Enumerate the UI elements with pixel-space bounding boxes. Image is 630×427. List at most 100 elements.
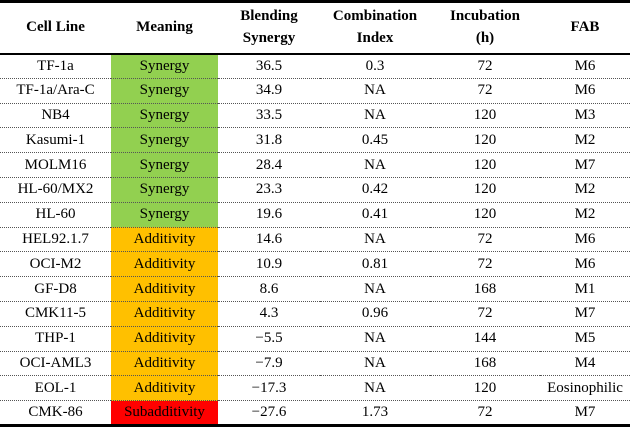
- combination-index-value: NA: [320, 375, 430, 402]
- header-label: Cell Line: [26, 18, 85, 35]
- table-row: TF-1a/Ara-C Synergy 34.9 NA 72 M6: [0, 78, 630, 104]
- fab-value: M4: [540, 351, 630, 377]
- header-label-line2: (h): [475, 29, 495, 46]
- header-label-line1: Incubation: [449, 8, 521, 24]
- cell-line-value: CMK11-5: [0, 301, 111, 327]
- table-row: OCI-AML3 Additivity −7.9 NA 168 M4: [0, 351, 630, 377]
- fab-value: Eosinophilic: [540, 375, 630, 402]
- combination-index-value: 0.96: [320, 301, 430, 327]
- cell-line-value: EOL-1: [0, 375, 111, 402]
- meaning-badge: Synergy: [111, 202, 218, 228]
- blending-synergy-value: −17.3: [218, 375, 320, 402]
- fab-value: M7: [540, 152, 630, 178]
- header-row: Cell Line Meaning Blending Synergy Combi…: [0, 1, 630, 55]
- incubation-value: 72: [477, 404, 493, 421]
- blending-synergy-value: 23.3: [218, 177, 320, 203]
- table-row: TF-1a Synergy 36.5 0.3 72 M6: [0, 53, 630, 79]
- combination-index-value: 1.73: [361, 404, 389, 421]
- blending-synergy-value: 10.9: [218, 251, 320, 278]
- header-label-line2: Index: [356, 29, 394, 46]
- fab-value: M2: [540, 177, 630, 203]
- blending-synergy-value: 28.4: [218, 152, 320, 178]
- col-header-fab: FAB: [540, 1, 630, 55]
- header-label: FAB: [570, 18, 600, 35]
- cell-line-value: THP-1: [0, 326, 111, 352]
- meaning-badge: Synergy: [111, 53, 218, 79]
- table-row: GF-D8 Additivity 8.6 NA 168 M1: [0, 276, 630, 302]
- incubation-value: 72: [430, 53, 540, 79]
- blending-synergy-value: 8.6: [218, 276, 320, 302]
- incubation-value: 72: [430, 227, 540, 253]
- meaning-badge: Synergy: [111, 127, 218, 154]
- incubation-value: 120: [430, 375, 540, 402]
- cell-line-value: TF-1a: [0, 53, 111, 79]
- fab-value: M7: [574, 404, 596, 421]
- combination-index-value: NA: [320, 227, 430, 253]
- blending-synergy-value: 19.6: [218, 202, 320, 228]
- incubation-value: 120: [430, 127, 540, 154]
- combination-index-value: 0.41: [320, 202, 430, 228]
- meaning-badge: Additivity: [111, 375, 218, 402]
- incubation-value: 72: [430, 301, 540, 327]
- blending-synergy-value: 34.9: [218, 78, 320, 104]
- cell-line-value: MOLM16: [0, 152, 111, 178]
- table-row: MOLM16 Synergy 28.4 NA 120 M7: [0, 152, 630, 178]
- incubation-value: 168: [430, 276, 540, 302]
- header-label: Meaning: [136, 18, 193, 35]
- meaning-badge: Subadditivity: [111, 400, 218, 426]
- cell-line-value: HEL92.1.7: [0, 227, 111, 253]
- combination-index-value: NA: [320, 152, 430, 178]
- col-header-blending-synergy: Blending Synergy: [218, 1, 320, 55]
- cell-line-value: CMK-86: [28, 404, 83, 421]
- fab-value: M5: [540, 326, 630, 352]
- cell-line-value: GF-D8: [0, 276, 111, 302]
- meaning-badge: Additivity: [111, 301, 218, 327]
- combination-index-value: NA: [320, 78, 430, 104]
- col-header-combination-index: Combination Index: [320, 1, 430, 55]
- table-row: HL-60 Synergy 19.6 0.41 120 M2: [0, 202, 630, 228]
- incubation-value: 144: [430, 326, 540, 352]
- fab-value: M6: [540, 251, 630, 278]
- meaning-badge: Synergy: [111, 152, 218, 178]
- blending-synergy-value: 36.5: [218, 53, 320, 79]
- fab-value: M1: [540, 276, 630, 302]
- meaning-badge: Synergy: [111, 103, 218, 129]
- meaning-badge: Additivity: [111, 251, 218, 278]
- meaning-badge: Additivity: [111, 227, 218, 253]
- table-row: CMK-86 Subadditivity −27.6 1.73 72 M7: [0, 400, 630, 426]
- combination-index-value: NA: [320, 276, 430, 302]
- incubation-value: 168: [430, 351, 540, 377]
- combination-index-value: NA: [320, 351, 430, 377]
- combination-index-value: 0.45: [320, 127, 430, 154]
- table-row: EOL-1 Additivity −17.3 NA 120 Eosinophilic: [0, 375, 630, 402]
- blending-synergy-value: 31.8: [218, 127, 320, 154]
- table-row: HEL92.1.7 Additivity 14.6 NA 72 M6: [0, 227, 630, 253]
- blending-synergy-value: −7.9: [218, 351, 320, 377]
- table-row: Kasumi-1 Synergy 31.8 0.45 120 M2: [0, 127, 630, 154]
- fab-value: M2: [540, 202, 630, 228]
- header-label-line1: Combination: [332, 8, 418, 24]
- fab-value: M6: [540, 53, 630, 79]
- incubation-value: 120: [430, 152, 540, 178]
- incubation-value: 72: [430, 251, 540, 278]
- blending-synergy-value: 33.5: [218, 103, 320, 129]
- meaning-badge: Synergy: [111, 177, 218, 203]
- blending-synergy-value: −5.5: [218, 326, 320, 352]
- fab-value: M2: [540, 127, 630, 154]
- table-row: CMK11-5 Additivity 4.3 0.96 72 M7: [0, 301, 630, 327]
- combination-index-value: 0.81: [320, 251, 430, 278]
- combination-index-value: NA: [320, 326, 430, 352]
- meaning-badge: Synergy: [111, 78, 218, 104]
- combination-index-value: 0.3: [320, 53, 430, 79]
- table-header: Cell Line Meaning Blending Synergy Combi…: [0, 1, 630, 55]
- meaning-badge: Additivity: [111, 351, 218, 377]
- cell-line-value: TF-1a/Ara-C: [0, 78, 111, 104]
- combination-index-value: NA: [320, 103, 430, 129]
- cell-line-value: HL-60: [0, 202, 111, 228]
- cell-line-value: NB4: [0, 103, 111, 129]
- cell-line-value: OCI-M2: [0, 251, 111, 278]
- cell-line-value: Kasumi-1: [0, 127, 111, 154]
- table-row: NB4 Synergy 33.5 NA 120 M3: [0, 103, 630, 129]
